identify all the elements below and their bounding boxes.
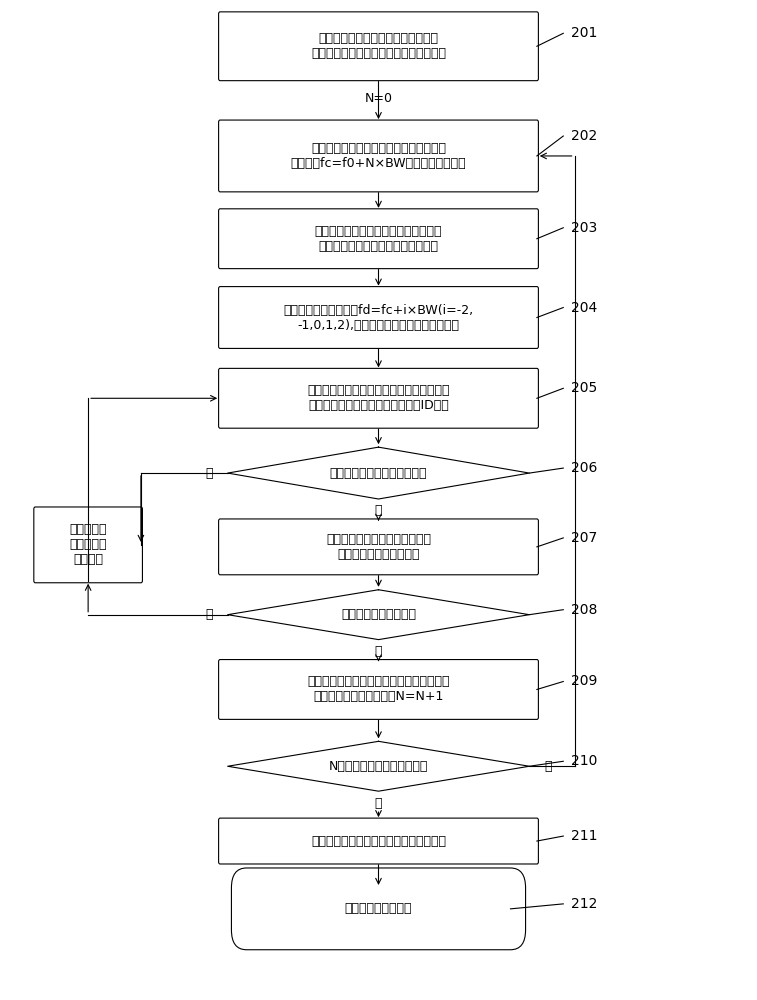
FancyBboxPatch shape: [232, 868, 525, 950]
Text: N是否等于读写器跳频频点数: N是否等于读写器跳频频点数: [329, 760, 428, 773]
FancyBboxPatch shape: [219, 818, 538, 864]
Text: 正确读取率是否可接受: 正确读取率是否可接受: [341, 608, 416, 621]
Polygon shape: [228, 741, 529, 791]
Text: 204: 204: [571, 301, 597, 315]
Text: 通过频谱分析仪触发邻道干扰信号，将待测
读写器读取结果与电子标签的真实ID对比: 通过频谱分析仪触发邻道干扰信号，将待测 读写器读取结果与电子标签的真实ID对比: [307, 384, 450, 412]
FancyBboxPatch shape: [219, 287, 538, 348]
Text: 统计待测读写器当前频点下能够达到可接受
读取率的最大干扰强度，N=N+1: 统计待测读写器当前频点下能够达到可接受 读取率的最大干扰强度，N=N+1: [307, 675, 450, 703]
Text: 设备初始化，分别建立控制计算机与
待测读写器、信号源、频谱分析仪的连接: 设备初始化，分别建立控制计算机与 待测读写器、信号源、频谱分析仪的连接: [311, 32, 446, 60]
Text: 212: 212: [571, 897, 597, 911]
Text: 将信号源发
射功率降低
一个单位: 将信号源发 射功率降低 一个单位: [70, 523, 107, 566]
Text: 203: 203: [571, 221, 597, 235]
Text: 是: 是: [375, 645, 382, 658]
Text: 是: 是: [375, 797, 382, 810]
Text: 设定待测读写器的发射功率为最大值，发
射频点为fc=f0+N×BW，发送读标签指令: 设定待测读写器的发射功率为最大值，发 射频点为fc=f0+N×BW，发送读标签指…: [291, 142, 466, 170]
Text: 统计待测读写器各频点的最大抗干扰能力: 统计待测读写器各频点的最大抗干扰能力: [311, 835, 446, 848]
Text: 是否已重复设定读取采样次数: 是否已重复设定读取采样次数: [330, 467, 427, 480]
Text: 否: 否: [205, 608, 213, 621]
FancyBboxPatch shape: [219, 660, 538, 719]
FancyBboxPatch shape: [219, 209, 538, 269]
Polygon shape: [228, 447, 529, 499]
Text: N=0: N=0: [365, 92, 392, 105]
FancyBboxPatch shape: [219, 519, 538, 575]
Polygon shape: [228, 590, 529, 640]
Text: 201: 201: [571, 26, 597, 40]
Text: 207: 207: [571, 531, 597, 545]
Text: 210: 210: [571, 754, 597, 768]
Text: 否: 否: [544, 760, 552, 773]
FancyBboxPatch shape: [219, 12, 538, 81]
Text: 209: 209: [571, 674, 597, 688]
Text: 208: 208: [571, 603, 597, 617]
FancyBboxPatch shape: [34, 507, 142, 583]
Text: 通过频谱分析仪读取接收天线处的最大
信号强度，并转化为信号源发射功率: 通过频谱分析仪读取接收天线处的最大 信号强度，并转化为信号源发射功率: [315, 225, 442, 253]
FancyBboxPatch shape: [219, 368, 538, 428]
FancyBboxPatch shape: [219, 120, 538, 192]
Text: 统计待测读写器发射主信道信号
受到干扰后的正确读取率: 统计待测读写器发射主信道信号 受到干扰后的正确读取率: [326, 533, 431, 561]
Text: 断开连接，关闭设备: 断开连接，关闭设备: [344, 902, 413, 915]
Text: 206: 206: [571, 461, 597, 475]
Text: 205: 205: [571, 381, 597, 395]
Text: 设定信号源发射频点为fd=fc+i×BW(i=-2,
-1,0,1,2),对待测读写器信号进行邻道干扰: 设定信号源发射频点为fd=fc+i×BW(i=-2, -1,0,1,2),对待测…: [283, 304, 474, 332]
Text: 否: 否: [205, 467, 213, 480]
Text: 202: 202: [571, 129, 597, 143]
Text: 是: 是: [375, 504, 382, 517]
Text: 211: 211: [571, 829, 597, 843]
